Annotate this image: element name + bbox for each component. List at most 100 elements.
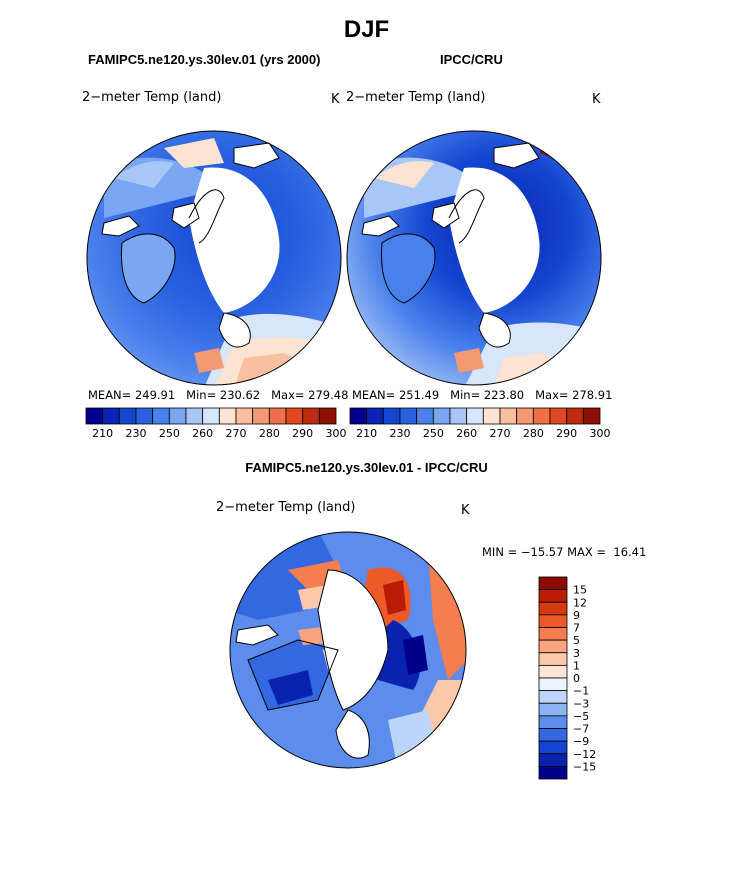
- model-colorbar-tick-label: 280: [259, 427, 280, 440]
- diff-colorbar-tick-label: −15: [573, 760, 596, 773]
- diff-colorbar-swatch: [538, 652, 568, 666]
- obs-units-label: K: [592, 92, 601, 107]
- obs-colorbar-swatch: [416, 407, 434, 425]
- model-colorbar-tick-label: 230: [126, 427, 147, 440]
- model-colorbar: 210 230 250 260 270 280 290 300: [85, 407, 347, 440]
- diff-units-label: K: [461, 503, 470, 518]
- model-colorbar-swatch: [152, 407, 170, 425]
- obs-colorbar-tick-label: 260: [456, 427, 477, 440]
- obs-colorbar-tick-label: 230: [390, 427, 411, 440]
- obs-colorbar-swatch: [482, 407, 501, 425]
- model-colorbar-swatch: [285, 407, 304, 425]
- diff-header: FAMIPC5.ne120.ys.30lev.01 - IPCC/CRU: [245, 460, 488, 475]
- obs-mean-value: 251.49: [398, 388, 440, 402]
- obs-mean-label: MEAN=: [352, 388, 396, 402]
- model-header: FAMIPC5.ne120.ys.30lev.01 (yrs 2000): [88, 52, 321, 67]
- model-colorbar-swatch: [85, 407, 104, 425]
- model-min-label: Min=: [186, 388, 217, 402]
- diff-colorbar-swatch: [538, 728, 568, 742]
- model-colorbar-tick-label: 290: [292, 427, 313, 440]
- model-colorbar-swatch: [102, 407, 120, 425]
- obs-colorbar-tick-label: 280: [523, 427, 544, 440]
- diff-variable-label: 2−meter Temp (land): [216, 500, 356, 515]
- obs-header: IPCC/CRU: [440, 52, 503, 67]
- diff-colorbar-tick-label: 5: [573, 634, 580, 647]
- diff-minmax: MIN = −15.57 MAX = 16.41: [482, 545, 646, 559]
- obs-max-label: Max=: [535, 388, 569, 402]
- diff-colorbar-swatch: [538, 702, 568, 717]
- model-colorbar-swatch: [118, 407, 137, 425]
- obs-colorbar-tick-label: 300: [590, 427, 611, 440]
- diff-polar-map: [229, 531, 467, 769]
- obs-colorbar-swatch: [382, 407, 401, 425]
- diff-colorbar-tick-label: 12: [573, 596, 587, 609]
- model-colorbar-swatch: [252, 407, 270, 425]
- obs-min-label: Min=: [450, 388, 481, 402]
- diff-colorbar-tick-label: −9: [573, 735, 589, 748]
- model-colorbar-swatch: [168, 407, 187, 425]
- diff-colorbar-swatch: [538, 690, 568, 704]
- diff-colorbar-swatch: [538, 589, 568, 603]
- model-colorbar-swatch: [202, 407, 220, 425]
- model-colorbar-tick-label: 250: [159, 427, 180, 440]
- diff-colorbar-tick-label: 9: [573, 609, 580, 622]
- diff-colorbar-tick-label: 0: [573, 672, 580, 685]
- model-max-value: 279.48: [308, 388, 349, 402]
- model-mean-value: 249.91: [134, 388, 176, 402]
- diff-colorbar-swatch: [538, 677, 568, 692]
- obs-variable-label: 2−meter Temp (land): [346, 90, 486, 105]
- obs-colorbar-tick-label: 270: [490, 427, 511, 440]
- obs-colorbar-swatch: [399, 407, 418, 425]
- model-stats: MEAN= 249.91 Min= 230.62 Max= 279.48: [88, 388, 348, 402]
- obs-colorbar-swatch: [349, 407, 368, 425]
- obs-colorbar-tick-label: 210: [356, 427, 377, 440]
- diff-colorbar-tick-label: 15: [573, 584, 587, 597]
- obs-min-value: 223.80: [483, 388, 525, 402]
- obs-colorbar-swatch: [582, 407, 601, 425]
- model-colorbar-swatch: [218, 407, 237, 425]
- model-colorbar-swatch: [135, 407, 154, 425]
- diff-colorbar-swatch: [538, 627, 568, 641]
- diff-max-label: MAX =: [567, 545, 607, 559]
- diff-colorbar-tick-label: −5: [573, 710, 589, 723]
- obs-colorbar-tick-label: 250: [423, 427, 444, 440]
- diff-colorbar-swatch: [538, 639, 568, 654]
- obs-max-value: 278.91: [572, 388, 613, 402]
- obs-colorbar-swatch: [516, 407, 534, 425]
- obs-colorbar-swatch: [366, 407, 384, 425]
- model-colorbar-swatch: [318, 407, 337, 425]
- diff-colorbar-tick-label: 3: [573, 647, 580, 660]
- diff-colorbar-swatch: [538, 753, 568, 767]
- diff-min-value: −15.57: [520, 545, 564, 559]
- diff-min-label: MIN =: [482, 545, 518, 559]
- obs-colorbar: 210 230 250 260 270 280 290 300: [349, 407, 611, 440]
- obs-colorbar-swatch: [532, 407, 551, 425]
- model-colorbar-swatch: [302, 407, 320, 425]
- diff-colorbar-swatch: [538, 740, 568, 755]
- obs-colorbar-tick-label: 290: [556, 427, 577, 440]
- obs-colorbar-swatch: [566, 407, 584, 425]
- model-colorbar-swatch: [185, 407, 204, 425]
- model-mean-label: MEAN=: [88, 388, 132, 402]
- model-colorbar-tick-label: 270: [226, 427, 247, 440]
- model-units-label: K: [331, 92, 340, 107]
- diff-colorbar-swatch: [538, 601, 568, 616]
- model-colorbar-tick-label: 300: [326, 427, 347, 440]
- diff-colorbar-swatch: [538, 664, 568, 679]
- model-min-value: 230.62: [219, 388, 261, 402]
- diff-colorbar-swatch: [538, 715, 568, 729]
- obs-colorbar-swatch: [549, 407, 568, 425]
- diff-colorbar-tick-label: −12: [573, 748, 596, 761]
- model-colorbar-swatch: [235, 407, 254, 425]
- model-polar-map: [86, 130, 342, 386]
- diff-colorbar-swatch: [538, 576, 568, 591]
- obs-colorbar-swatch: [449, 407, 468, 425]
- diff-colorbar-tick-label: 7: [573, 622, 580, 635]
- diff-colorbar-tick-label: −7: [573, 723, 589, 736]
- diff-colorbar-swatch: [538, 765, 568, 780]
- diff-max-value: 16.41: [613, 545, 647, 559]
- model-colorbar-tick-label: 260: [192, 427, 213, 440]
- diff-colorbar-swatch: [538, 614, 568, 628]
- obs-stats: MEAN= 251.49 Min= 223.80 Max= 278.91: [352, 388, 612, 402]
